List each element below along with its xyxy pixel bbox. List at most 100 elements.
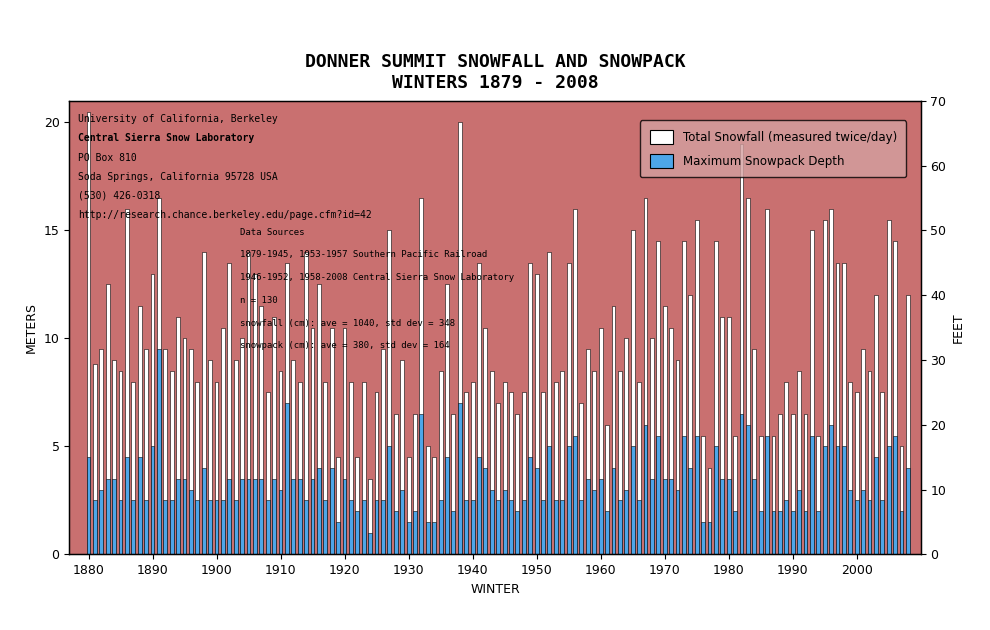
Bar (542, 500, 545, 554)
Bar (189, 349, 193, 554)
Bar (503, 490, 507, 554)
Bar (586, 349, 590, 554)
Bar (132, 500, 136, 554)
Bar (394, 511, 398, 554)
Bar (599, 479, 603, 554)
Bar (771, 511, 775, 554)
Bar (259, 306, 263, 554)
Bar (400, 360, 404, 554)
Bar (464, 392, 468, 554)
Bar (374, 392, 378, 554)
Bar (439, 500, 443, 554)
Bar (221, 328, 225, 554)
Bar (349, 500, 352, 554)
X-axis label: WINTER: WINTER (470, 583, 520, 596)
Bar (407, 457, 411, 554)
Bar (509, 500, 513, 554)
Bar (189, 490, 193, 554)
Bar (278, 371, 282, 554)
Bar (823, 220, 827, 554)
Bar (900, 511, 904, 554)
Bar (228, 479, 232, 554)
Bar (874, 457, 878, 554)
Bar (496, 403, 500, 554)
Bar (86, 457, 90, 554)
Bar (893, 435, 897, 554)
Bar (298, 479, 302, 554)
Bar (771, 435, 775, 554)
Bar (157, 198, 160, 554)
Bar (752, 479, 756, 554)
Bar (522, 392, 526, 554)
Bar (721, 479, 724, 554)
Bar (791, 511, 795, 554)
Bar (247, 479, 250, 554)
Bar (99, 349, 103, 554)
Bar (291, 360, 295, 554)
Bar (241, 338, 245, 554)
Bar (509, 392, 513, 554)
Bar (573, 209, 577, 554)
Bar (708, 522, 712, 554)
Bar (560, 500, 564, 554)
Bar (579, 403, 583, 554)
Bar (451, 414, 455, 554)
Bar (150, 447, 154, 554)
Bar (112, 479, 116, 554)
Bar (490, 490, 494, 554)
Bar (688, 295, 692, 554)
Bar (413, 414, 417, 554)
Bar (804, 414, 808, 554)
Bar (285, 263, 289, 554)
Bar (810, 435, 814, 554)
Bar (592, 490, 596, 554)
Bar (119, 500, 123, 554)
Bar (304, 500, 308, 554)
Bar (477, 263, 481, 554)
Bar (202, 468, 206, 554)
Bar (138, 306, 142, 554)
Bar (535, 468, 539, 554)
Bar (215, 500, 219, 554)
Bar (516, 414, 520, 554)
Text: University of California, Berkeley: University of California, Berkeley (78, 115, 277, 124)
Bar (758, 511, 762, 554)
Bar (592, 371, 596, 554)
Text: snowpack (cm): ave = 380, std dev = 164: snowpack (cm): ave = 380, std dev = 164 (240, 341, 449, 350)
Bar (355, 511, 359, 554)
Bar (125, 209, 129, 554)
Bar (867, 500, 871, 554)
Bar (464, 500, 468, 554)
Bar (278, 490, 282, 554)
Bar (138, 457, 142, 554)
Bar (765, 209, 769, 554)
Bar (695, 435, 699, 554)
Bar (547, 447, 551, 554)
Text: 1879-1945, 1953-1957 Southern Pacific Railroad: 1879-1945, 1953-1957 Southern Pacific Ra… (240, 251, 487, 260)
Bar (195, 500, 199, 554)
Bar (784, 382, 788, 554)
Bar (266, 500, 269, 554)
Bar (298, 382, 302, 554)
Bar (734, 511, 737, 554)
Bar (241, 479, 245, 554)
Bar (330, 328, 334, 554)
Bar (446, 457, 448, 554)
Bar (266, 392, 269, 554)
Text: PO Box 810: PO Box 810 (78, 152, 137, 163)
Bar (758, 435, 762, 554)
Bar (830, 209, 833, 554)
Bar (649, 479, 653, 554)
Bar (656, 241, 660, 554)
Y-axis label: FEET: FEET (952, 312, 965, 343)
Bar (605, 511, 609, 554)
Bar (362, 500, 365, 554)
Bar (457, 122, 461, 554)
Bar (573, 435, 577, 554)
Bar (483, 328, 487, 554)
Bar (778, 414, 782, 554)
Bar (413, 511, 417, 554)
Bar (272, 317, 276, 554)
Bar (170, 500, 173, 554)
Bar (330, 468, 334, 554)
